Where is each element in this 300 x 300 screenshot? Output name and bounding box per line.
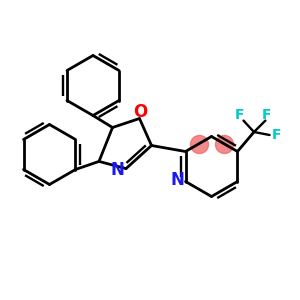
Text: O: O — [133, 103, 147, 121]
Text: F: F — [235, 108, 244, 122]
Text: F: F — [262, 108, 272, 122]
Text: F: F — [272, 128, 281, 142]
Text: N: N — [111, 161, 124, 179]
Text: N: N — [170, 171, 184, 189]
